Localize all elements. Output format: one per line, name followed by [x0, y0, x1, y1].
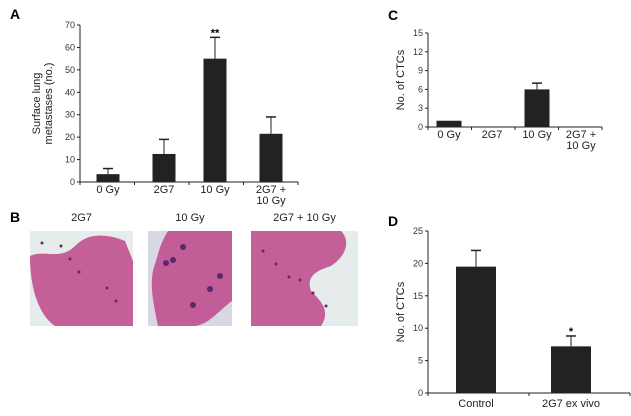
- y-tick-label: 6: [418, 84, 423, 94]
- significance-marker: *: [569, 326, 574, 338]
- panel-b-histology: B 2G7 10 Gy 2G7 + 10 Gy: [10, 209, 358, 326]
- y-tick-label: 12: [413, 47, 423, 57]
- metastasis-nodule: [105, 286, 109, 290]
- significance-marker: **: [211, 27, 220, 39]
- y-tick-label: 0: [418, 122, 423, 132]
- metastasis-nodule: [207, 286, 213, 292]
- y-tick-label: 60: [65, 42, 75, 52]
- bar: [524, 89, 550, 127]
- metastasis-nodule: [77, 270, 81, 274]
- image-label: 10 Gy: [175, 212, 205, 224]
- y-tick-label: 3: [418, 103, 423, 113]
- y-tick-label: 70: [65, 20, 75, 30]
- y-axis-label: Surface lung: [31, 73, 43, 135]
- y-tick-label: 0: [418, 388, 423, 398]
- panel-letter: B: [10, 209, 20, 225]
- histology-image: 10 Gy: [148, 212, 232, 326]
- histology-image: 2G7: [30, 212, 133, 326]
- y-axis-label: No. of CTCs: [395, 49, 407, 110]
- y-tick-label: 10: [65, 155, 75, 165]
- y-tick-label: 10: [413, 323, 423, 333]
- metastasis-nodule: [163, 260, 169, 266]
- metastasis-nodule: [324, 304, 328, 308]
- metastasis-nodule: [298, 278, 302, 282]
- bar: [96, 174, 120, 182]
- panel-letter: C: [388, 7, 398, 23]
- x-tick-label: 10 Gy: [256, 195, 286, 207]
- metastasis-nodule: [59, 244, 63, 248]
- y-tick-label: 25: [413, 226, 423, 236]
- bar: [551, 346, 591, 393]
- metastasis-nodule: [274, 262, 278, 266]
- panel-letter: D: [388, 213, 398, 229]
- metastasis-nodule: [190, 302, 196, 308]
- metastasis-nodule: [311, 291, 315, 295]
- histology-image: 2G7 + 10 Gy: [251, 212, 358, 326]
- metastasis-nodule: [287, 275, 291, 279]
- bar: [152, 153, 176, 182]
- image-label: 2G7: [71, 212, 92, 224]
- metastasis-nodule: [180, 244, 186, 250]
- panel-letter: A: [10, 6, 20, 22]
- x-tick-label: 0 Gy: [96, 184, 120, 196]
- y-tick-label: 15: [413, 291, 423, 301]
- tissue-section: [151, 231, 232, 326]
- x-tick-label: 2G7 ex vivo: [542, 398, 600, 410]
- x-tick-label: Control: [458, 398, 493, 410]
- y-tick-label: 50: [65, 65, 75, 75]
- x-tick-label: 2G7 +: [566, 129, 596, 141]
- x-tick-label: 2G7: [482, 129, 503, 141]
- y-tick-label: 9: [418, 66, 423, 76]
- y-tick-label: 0: [70, 177, 75, 187]
- metastasis-nodule: [68, 257, 72, 261]
- chart-panel-d: D 0 5 10 15 20 25 No. of CTCs Control * 2G7 ex viv…: [388, 213, 631, 410]
- bar: [259, 133, 283, 182]
- metastasis-nodule: [40, 241, 44, 245]
- y-tick-label: 20: [413, 258, 423, 268]
- bar: [203, 58, 227, 183]
- metastasis-nodule: [114, 299, 118, 303]
- y-tick-label: 30: [65, 110, 75, 120]
- y-axis-label: metastases (no.): [43, 63, 55, 145]
- y-tick-label: 40: [65, 87, 75, 97]
- bar: [456, 266, 496, 393]
- x-tick-label: 2G7: [154, 184, 175, 196]
- metastasis-nodule: [261, 249, 265, 253]
- x-tick-label: 10 Gy: [566, 140, 596, 152]
- metastasis-nodule: [217, 273, 223, 279]
- bar: [436, 120, 462, 127]
- x-tick-label: 2G7 +: [256, 184, 286, 196]
- y-tick-label: 5: [418, 356, 423, 366]
- x-tick-label: 10 Gy: [522, 129, 552, 141]
- chart-panel-a: A 0 10 20 30 40 50 60 70 Surface lung metastases (…: [10, 6, 299, 207]
- y-axis-label: No. of CTCs: [395, 281, 407, 342]
- metastasis-nodule: [170, 257, 176, 263]
- x-tick-label: 0 Gy: [437, 129, 461, 141]
- x-tick-label: 10 Gy: [200, 184, 230, 196]
- tissue-section: [251, 231, 347, 326]
- image-label: 2G7 + 10 Gy: [273, 212, 336, 224]
- y-tick-label: 20: [65, 132, 75, 142]
- tissue-section: [30, 235, 133, 326]
- y-tick-label: 15: [413, 28, 423, 38]
